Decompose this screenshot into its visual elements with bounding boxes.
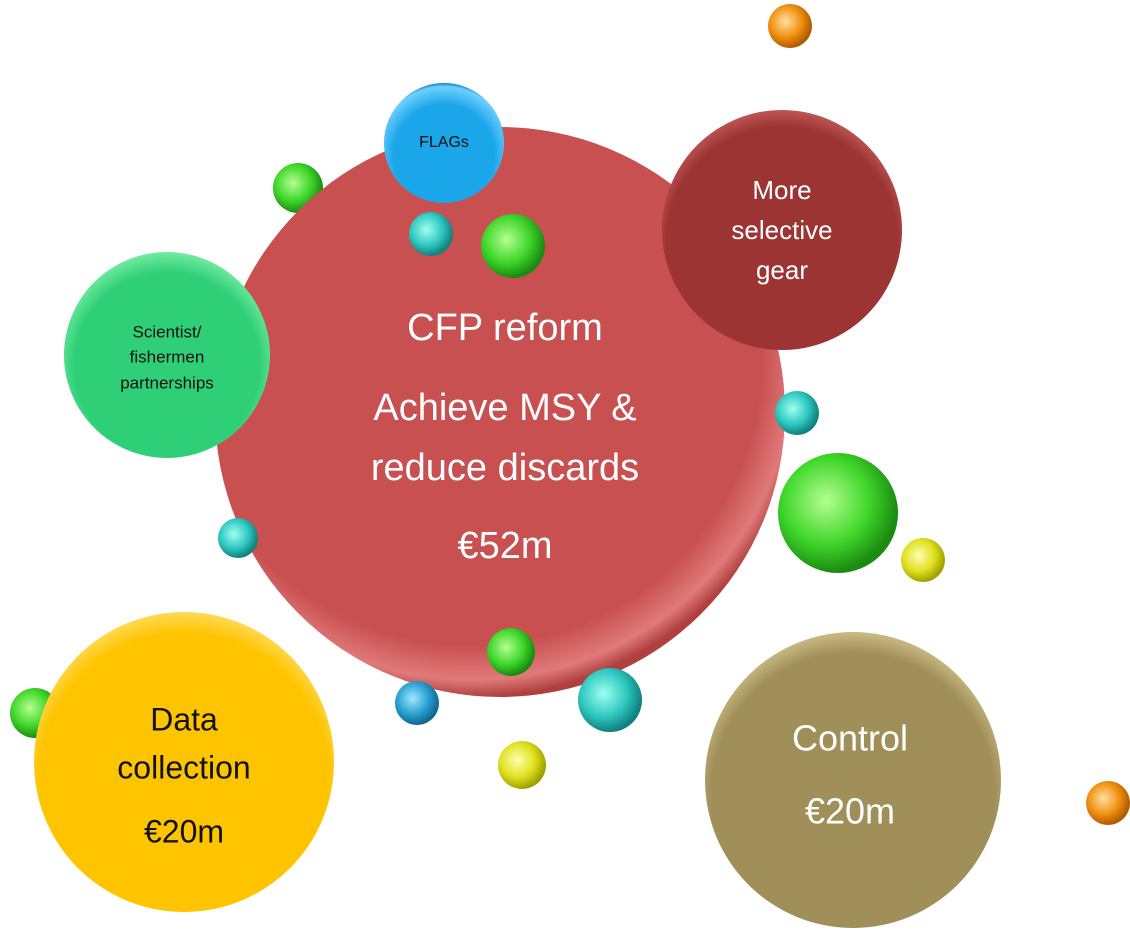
- bubble: [481, 214, 545, 278]
- small-bubbles-front: [218, 212, 819, 732]
- bubble: [498, 741, 546, 789]
- bubble: [395, 681, 439, 725]
- label: €20m: [805, 791, 895, 832]
- bubble: [409, 212, 453, 256]
- bubble: [778, 453, 898, 573]
- bubble: [487, 628, 535, 676]
- label: More: [752, 175, 811, 205]
- label: Control: [792, 718, 908, 759]
- label: €20m: [144, 813, 224, 849]
- bubble: [775, 391, 819, 435]
- control-bubble: [705, 632, 1001, 928]
- bubble: [218, 518, 258, 558]
- partnerships-bubble: [64, 252, 270, 458]
- gear-bubble: [662, 110, 902, 350]
- label: €52m: [457, 525, 552, 567]
- bubble: [768, 4, 812, 48]
- label: fishermen: [130, 347, 205, 366]
- label: CFP reform: [407, 307, 603, 349]
- label: FLAGs: [419, 134, 469, 151]
- bubble: [901, 538, 945, 582]
- data-bubble: [34, 612, 334, 912]
- bubble: [578, 668, 642, 732]
- label: Achieve MSY &: [373, 387, 636, 429]
- label: gear: [756, 255, 808, 285]
- label: Scientist/: [133, 322, 202, 341]
- label: partnerships: [120, 373, 214, 392]
- label: selective: [731, 215, 832, 245]
- bubble: [1086, 781, 1130, 825]
- label: Data: [150, 701, 218, 737]
- main-bubble: [215, 127, 785, 697]
- label: collection: [117, 749, 250, 785]
- small-bubbles: [10, 4, 1130, 825]
- flags-bubble: [384, 83, 504, 203]
- label: reduce discards: [371, 447, 639, 489]
